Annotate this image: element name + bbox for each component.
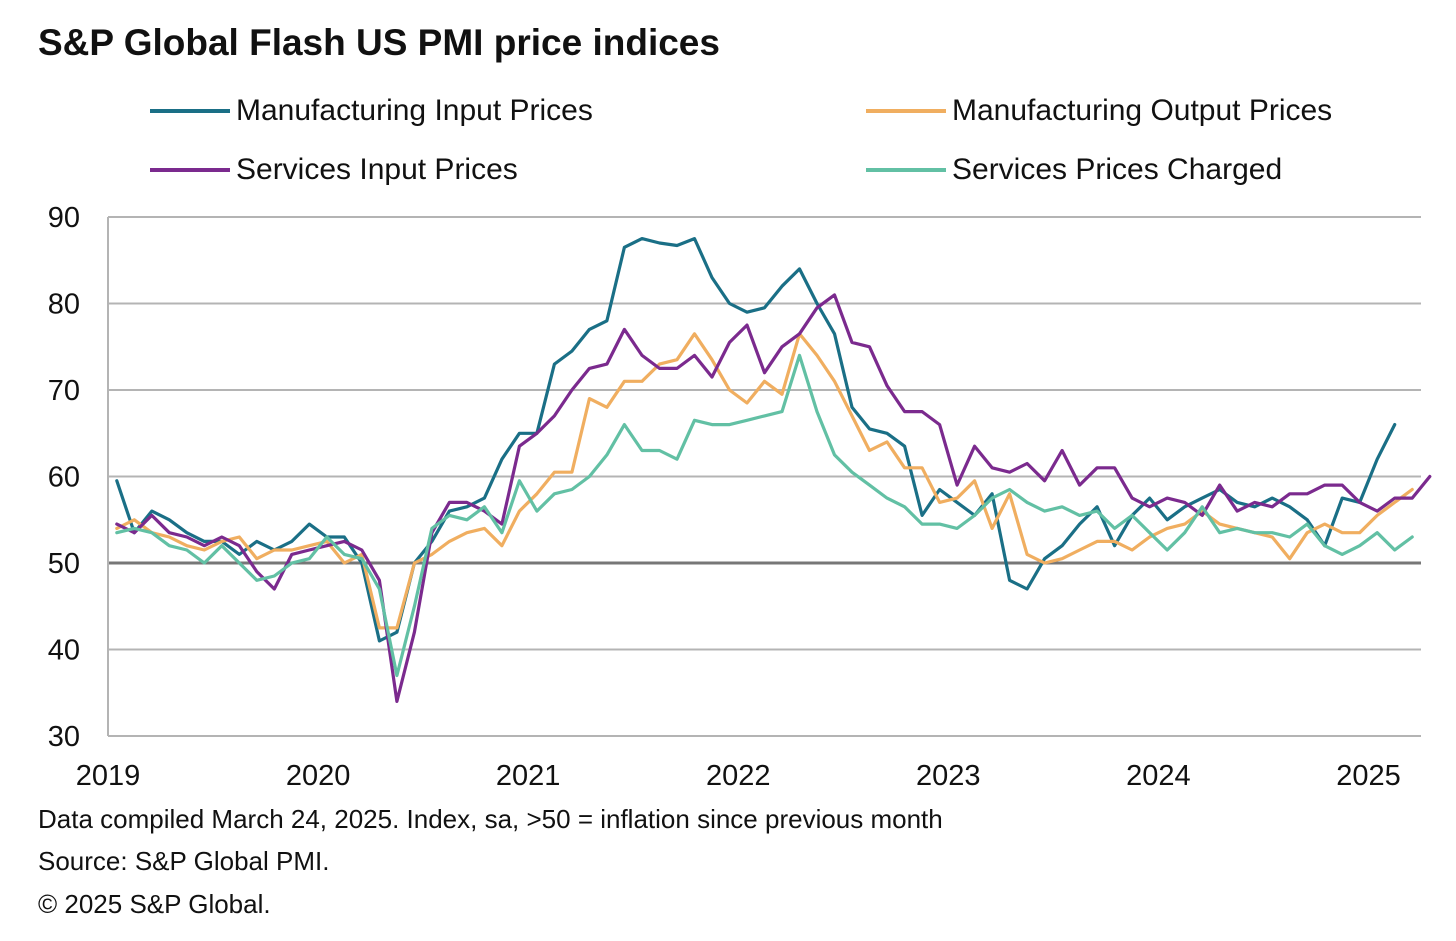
y-tick-label: 60: [48, 462, 80, 494]
footnote-copyright: © 2025 S&P Global.: [38, 889, 271, 919]
x-tick-label: 2024: [1126, 760, 1191, 792]
y-tick-label: 50: [48, 548, 80, 580]
series-line-1: [115, 237, 1397, 643]
y-tick-label: 70: [48, 375, 80, 407]
legend-label: Manufacturing Input Prices: [236, 94, 593, 127]
legend-item-services-input: Services Input Prices: [150, 150, 518, 190]
footnote-data-compiled: Data compiled March 24, 2025. Index, sa,…: [38, 804, 943, 834]
legend-label: Manufacturing Output Prices: [952, 94, 1333, 127]
x-tick-label: 2021: [496, 760, 561, 792]
series-line-4: [115, 353, 1414, 678]
x-axis-tick-labels: 2019 2020 2021 2022 2023 2024 2025: [76, 760, 1401, 792]
legend-swatch: [866, 168, 946, 172]
legend-label: Services Prices Charged: [952, 153, 1283, 186]
series-line-2: [115, 332, 1414, 630]
legend-label: Services Input Prices: [236, 153, 518, 186]
y-tick-label: 80: [48, 289, 80, 321]
legend-swatch: [866, 109, 946, 113]
legend-item-manufacturing-output: Manufacturing Output Prices: [866, 91, 1332, 131]
x-tick-label: 2019: [76, 760, 141, 792]
y-tick-label: 90: [48, 202, 80, 234]
x-tick-label: 2022: [706, 760, 771, 792]
x-tick-label: 2020: [286, 760, 351, 792]
footnote-source: Source: S&P Global PMI.: [38, 846, 330, 876]
legend-swatch: [150, 109, 230, 113]
series-lines: [115, 237, 1432, 704]
y-axis-tick-labels: 90 80 70 60 50 40 30: [48, 202, 80, 753]
y-tick-label: 30: [48, 721, 80, 753]
y-tick-label: 40: [48, 635, 80, 667]
chart-title: S&P Global Flash US PMI price indices: [38, 22, 720, 63]
x-tick-label: 2025: [1336, 760, 1401, 792]
gridlines: [107, 216, 1421, 737]
x-tick-label: 2023: [916, 760, 981, 792]
legend-item-manufacturing-input: Manufacturing Input Prices: [150, 91, 593, 131]
legend-item-services-charged: Services Prices Charged: [866, 150, 1282, 190]
legend-swatch: [150, 168, 230, 172]
